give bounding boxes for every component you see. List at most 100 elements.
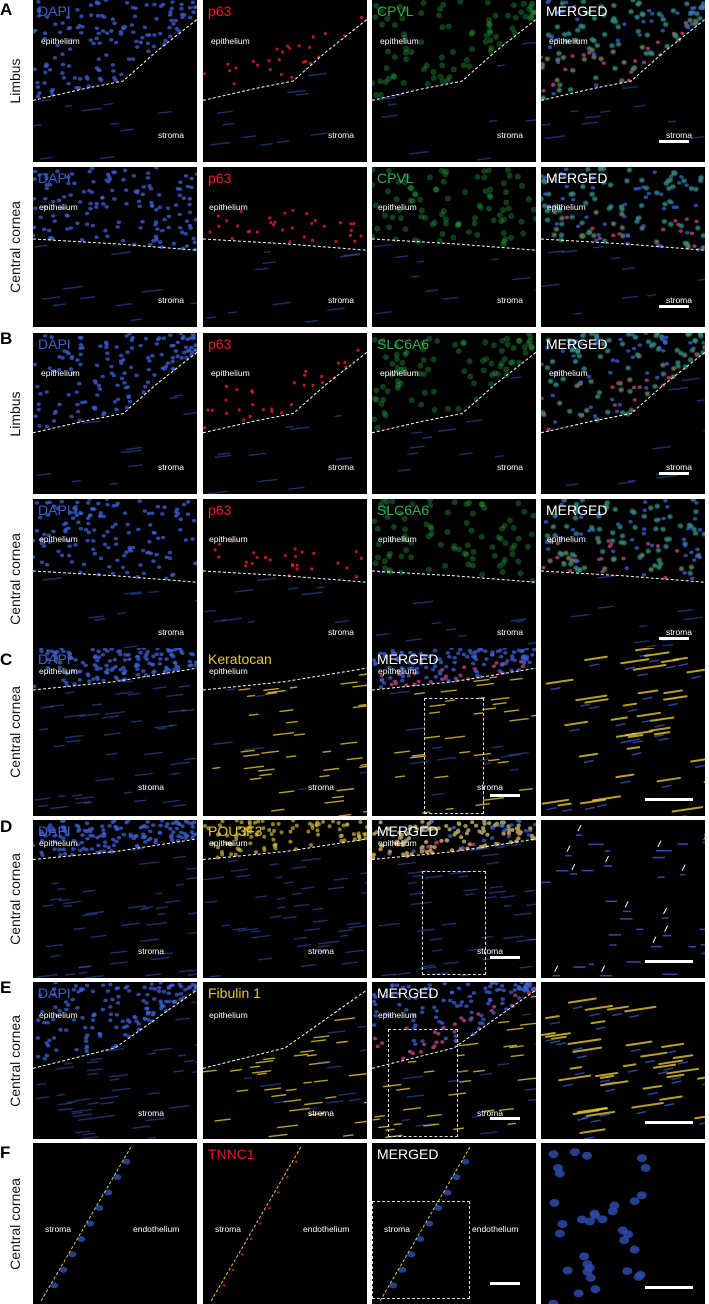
section-letter-c: C [0,650,13,669]
micrograph-image [548,1148,651,1304]
micrograph-image [210,1145,302,1302]
channel-label: Fibulin 1 [208,985,261,1001]
tissue-label-epithelium: epithelium [209,202,248,212]
tissue-label-stroma: stroma [45,1224,71,1234]
micrograph-panel [541,820,705,978]
row-label-text: Central cornea [7,1014,23,1107]
tissue-label-stroma: stroma [138,946,164,956]
row-label-text: Limbus [7,390,23,437]
scale-bar [659,305,689,308]
channel-label: SLC6A6 [377,336,430,352]
scale-bar [490,794,520,797]
micrograph-panel: stroma endothelium [33,1143,197,1304]
micrograph-panel: MERGED epithelium stroma [372,820,536,978]
tissue-label-epithelium: epithelium [380,368,419,378]
micrograph-image [203,208,367,323]
tissue-label-stroma: stroma [158,130,184,140]
channel-label: CPVL [377,170,414,186]
tissue-label-epithelium: epithelium [378,838,417,848]
tissue-label-epithelium: epithelium [41,368,80,378]
micrograph-panel [541,982,705,1139]
tissue-label-stroma: stroma [328,627,354,637]
tissue-label-endothelium: endothelium [303,1224,350,1234]
micrograph-panel: Fibulin 1 epithelium stroma [203,982,367,1139]
channel-label: MERGED [377,651,439,667]
section-letter-b: B [0,329,13,348]
tissue-label-stroma: stroma [308,782,334,792]
row-label-text: Central cornea [7,201,23,293]
micrograph-panel: p63 epithelium stroma [203,0,367,162]
channel-label: MERGED [377,985,439,1001]
row-label: Central cornea [2,1143,28,1304]
channel-label: TNNC1 [208,1146,255,1162]
tissue-label-epithelium: epithelium [39,202,78,212]
tissue-label-epithelium: epithelium [39,534,78,544]
channel-label: p63 [208,3,232,19]
micrograph-panel: p63 epithelium stroma [203,499,367,659]
row-label: Limbus [2,0,28,162]
scale-bar [645,798,693,801]
channel-label: SLC6A6 [377,502,430,518]
micrograph-image [541,333,705,487]
tissue-label-stroma: stroma [328,130,354,140]
scale-bar [659,472,689,475]
channel-label: POU3F3 [208,823,263,839]
tissue-label-endothelium: endothelium [472,1224,519,1234]
row-label: Central cornea [2,820,28,978]
tissue-label-stroma: stroma [158,627,184,637]
section-letter-e: E [0,978,12,997]
tissue-label-stroma: stroma [666,462,692,472]
micrograph-image [33,982,197,1139]
tissue-label-epithelium: epithelium [547,202,586,212]
tissue-label-stroma: stroma [328,295,354,305]
micrograph-panel: SLC6A6 epithelium stroma [372,333,536,494]
tissue-label-stroma: stroma [477,946,503,956]
channel-label: MERGED [546,502,608,518]
section-letter-a: A [0,0,13,19]
inset-region-box [422,871,486,975]
micrograph-image [372,333,536,472]
scale-bar [659,637,689,640]
scale-bar [490,1117,520,1120]
micrograph-image [203,989,367,1138]
tissue-label-epithelium: epithelium [39,1010,78,1020]
tissue-label-stroma: stroma [497,130,523,140]
micrograph-image [33,333,197,486]
tissue-label-stroma: stroma [215,1224,241,1234]
tissue-label-epithelium: epithelium [549,36,588,46]
micrograph-image [541,499,705,648]
tissue-label-stroma: stroma [497,627,523,637]
tissue-label-epithelium: epithelium [39,838,78,848]
inset-region-box [372,1201,470,1299]
micrograph-image [40,1145,132,1302]
tissue-label-stroma: stroma [477,1108,503,1118]
micrograph-panel: MERGED epithelium stroma [541,167,705,327]
micrograph-panel: MERGED epithelium stroma [372,648,536,816]
micrograph-panel: MERGED epithelium stroma [541,333,705,494]
channel-label: DAPI [38,336,71,352]
channel-label: DAPI [38,502,71,518]
row-label-text: Central cornea [7,686,23,778]
micrograph-panel: MERGED epithelium stroma [541,0,705,162]
scale-bar [659,140,689,143]
row-label: Limbus [2,333,28,494]
tissue-label-stroma: stroma [158,295,184,305]
tissue-label-stroma: stroma [666,130,692,140]
tissue-label-stroma: stroma [477,782,503,792]
micrograph-image [33,648,197,810]
channel-label: DAPI [38,823,71,839]
micrograph-panel: SLC6A6 epithelium stroma [372,499,536,659]
row-label-text: Central cornea [7,853,23,945]
micrograph-panel: POU3F3 epithelium stroma [203,820,367,978]
micrograph-panel: DAPI epithelium stroma [33,167,197,327]
channel-label: DAPI [38,170,71,186]
channel-label: MERGED [377,823,439,839]
inset-region-box [388,1029,458,1137]
micrograph-panel: DAPI epithelium stroma [33,820,197,978]
channel-label: DAPI [38,985,71,1001]
micrograph-image [541,824,705,977]
micrograph-image [33,820,197,978]
micrograph-image [203,539,367,624]
scale-bar [645,1286,693,1289]
micrograph-panel [541,1143,705,1304]
